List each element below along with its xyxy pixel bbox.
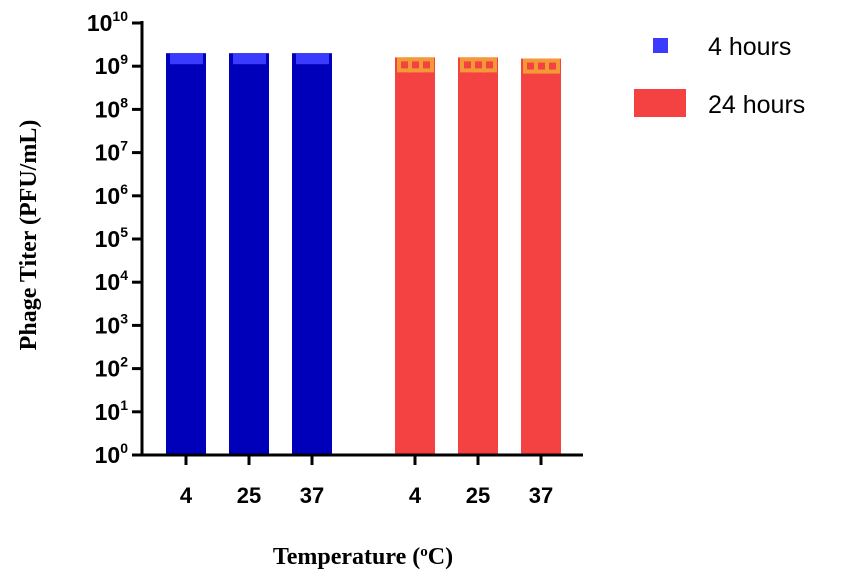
- data-point-marker: [244, 53, 255, 65]
- bar: [395, 57, 435, 455]
- y-axis-ticks: 100 101 102 103 104 105 106 107 108 109 1010: [87, 8, 142, 468]
- y-tick-label: 101: [95, 397, 129, 425]
- y-axis-title: Phage Titer (PFU/mL): [16, 120, 42, 351]
- x-tick-label: 37: [529, 483, 553, 508]
- bar: [166, 53, 206, 456]
- legend-label: 4 hours: [708, 33, 791, 61]
- data-point-marker: [181, 53, 192, 65]
- x-tick-label: 4: [409, 483, 422, 508]
- y-tick-label: 105: [95, 224, 129, 252]
- y-tick-label: 107: [95, 138, 129, 166]
- legend-swatch: [653, 38, 668, 53]
- y-tick-label: 1010: [87, 8, 128, 36]
- x-axis-title: Temperature (oC): [273, 544, 453, 570]
- x-axis-title-sup: o: [420, 544, 428, 560]
- legend-label: 24 hours: [708, 91, 805, 119]
- data-point-marker: [419, 57, 434, 73]
- data-point-marker: [545, 58, 560, 74]
- bar: [458, 57, 498, 455]
- y-tick-label: 103: [95, 310, 129, 338]
- data-point-marker: [255, 53, 266, 65]
- y-tick-label: 108: [95, 94, 129, 122]
- bars: [166, 53, 561, 456]
- legend-swatch: [634, 89, 686, 117]
- y-tick-label: 100: [95, 440, 129, 468]
- data-point-marker: [170, 53, 181, 65]
- x-axis-title-tail: C): [428, 544, 453, 570]
- y-tick-label: 106: [95, 181, 129, 209]
- x-tick-label: 37: [300, 483, 324, 508]
- data-point-marker: [192, 53, 203, 65]
- x-tick-label: 25: [237, 483, 261, 508]
- x-axis-category-labels: 4 25 37 4 25 37: [180, 455, 553, 508]
- y-tick-label: 104: [95, 267, 129, 295]
- data-point-marker: [318, 53, 329, 65]
- x-tick-label: 25: [466, 483, 490, 508]
- data-point-marker: [307, 53, 318, 65]
- y-tick-label: 102: [95, 354, 129, 382]
- data-point-marker: [233, 53, 244, 65]
- data-point-marker: [482, 57, 497, 73]
- bar: [521, 58, 561, 455]
- x-axis-title-main: Temperature (: [273, 544, 420, 570]
- x-tick-label: 4: [180, 483, 193, 508]
- bar: [292, 53, 332, 456]
- data-point-marker: [296, 53, 307, 65]
- y-tick-label: 109: [95, 51, 129, 79]
- legend: 4 hours 24 hours: [634, 33, 805, 119]
- bar: [229, 53, 269, 456]
